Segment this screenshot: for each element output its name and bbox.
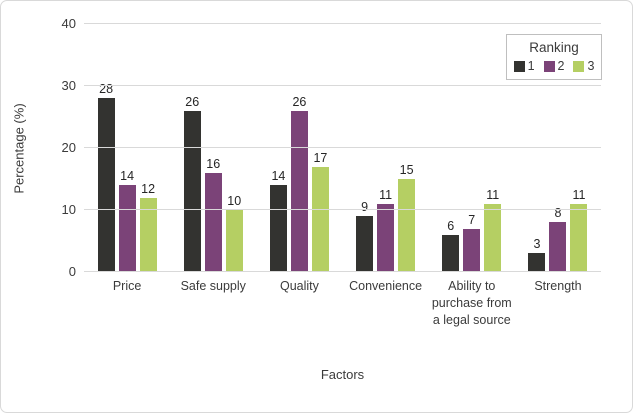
legend-swatch-icon — [573, 60, 585, 72]
bar-cell: 9 — [356, 24, 374, 272]
legend-swatch-icon — [513, 60, 525, 72]
data-label-safe-supply-rank-3: 10 — [227, 194, 242, 208]
bar-safe-supply-rank-3 — [225, 210, 243, 272]
x-category-label-convenience: Convenience — [349, 279, 423, 293]
bar-cell: 14 — [269, 24, 287, 272]
data-label-quality-rank-2: 26 — [292, 94, 307, 109]
legend-title: Ranking — [529, 40, 579, 55]
bar-group-safe-supply: 26 16 10 — [170, 24, 256, 272]
bar-cell: 11 — [484, 24, 502, 272]
bar-strength-rank-3 — [570, 203, 588, 272]
data-label-strength-rank-2: 8 — [554, 206, 562, 221]
gridline-30 — [84, 85, 601, 86]
bar-quality-rank-1 — [269, 185, 287, 272]
bar-cell: 15 — [398, 24, 416, 272]
bar-cell: 14 — [118, 24, 136, 272]
bar-cell: 10 — [225, 24, 243, 272]
bar-ability-to-purchase-from-a-legal-source-rank-1 — [442, 234, 460, 272]
y-tick-label-0: 0 — [68, 264, 76, 279]
bar-ability-to-purchase-from-a-legal-source-rank-2 — [463, 228, 481, 272]
y-tick-label-10: 10 — [61, 202, 76, 217]
bar-ability-to-purchase-from-a-legal-source-rank-3 — [484, 203, 502, 272]
plot-area: 28 14 12 26 16 10 14 26 17 9 11 15 6 7 11 3 8 11 — [84, 23, 601, 272]
bar-cell: 26 — [183, 24, 201, 272]
bar-strength-rank-1 — [528, 253, 546, 272]
gridline-20 — [84, 147, 601, 148]
legend-item-2: 2 — [543, 59, 565, 73]
bar-cell: 6 — [442, 24, 460, 272]
bar-group-strength: 3 8 11 — [515, 24, 601, 272]
gridline-0 — [84, 271, 601, 272]
data-label-quality-rank-3: 17 — [313, 150, 328, 165]
y-tick-label-30: 30 — [61, 78, 76, 93]
legend-swatch-icon — [543, 60, 555, 72]
bar-quality-rank-2 — [290, 110, 308, 272]
bar-cell: 16 — [204, 24, 222, 272]
bar-cell: 8 — [549, 24, 567, 272]
legend-item-label: 3 — [587, 59, 595, 73]
legend-item-1: 1 — [513, 59, 535, 73]
bar-group-quality: 14 26 17 — [256, 24, 342, 272]
data-label-strength-rank-3: 11 — [572, 187, 586, 202]
bar-price-rank-3 — [139, 197, 157, 272]
bar-group-convenience: 9 11 15 — [343, 24, 429, 272]
data-label-safe-supply-rank-2: 16 — [206, 156, 221, 171]
bar-quality-rank-3 — [311, 166, 329, 272]
bar-cell: 28 — [97, 24, 115, 272]
gridline-10 — [84, 209, 601, 210]
bar-strength-rank-2 — [549, 222, 567, 272]
bar-cell: 7 — [463, 24, 481, 272]
gridline-40 — [84, 23, 601, 24]
bar-convenience-rank-2 — [377, 203, 395, 272]
legend-item-label: 1 — [527, 59, 535, 73]
y-tick-label-40: 40 — [61, 16, 76, 31]
legend: Ranking 1 2 3 — [506, 34, 602, 80]
bar-price-rank-2 — [118, 185, 136, 272]
data-label-price-rank-2: 14 — [120, 169, 135, 184]
data-label-strength-rank-1: 3 — [533, 237, 541, 252]
bar-convenience-rank-1 — [356, 216, 374, 272]
bar-convenience-rank-3 — [398, 179, 416, 272]
bar-safe-supply-rank-1 — [183, 110, 201, 272]
data-label-convenience-rank-3: 15 — [399, 163, 414, 177]
x-axis-category-labels: Price Safe supply Quality Convenience Abilit… — [84, 278, 601, 329]
x-category-label-price: Price — [112, 279, 142, 293]
y-tick-label-20: 20 — [61, 140, 76, 155]
x-category-label-quality: Quality — [279, 279, 319, 293]
legend-items: 1 2 3 — [511, 59, 597, 73]
y-axis-title: Percentage (%) — [11, 103, 27, 194]
data-label-convenience-rank-1: 9 — [361, 200, 369, 215]
data-label-convenience-rank-2: 11 — [379, 187, 393, 202]
bar-group-ability-to-purchase-from-a-legal-source: 6 7 11 — [429, 24, 515, 272]
data-label-quality-rank-1: 14 — [271, 169, 286, 184]
bar-group-price: 28 14 12 — [84, 24, 170, 272]
x-axis-title: Factors — [320, 367, 365, 382]
legend-item-3: 3 — [573, 59, 594, 73]
bar-cell: 11 — [570, 24, 588, 272]
bar-cell: 26 — [290, 24, 308, 272]
bar-cell: 12 — [139, 24, 157, 272]
legend-item-label: 2 — [557, 59, 565, 73]
x-category-label-safe-supply: Safe supply — [180, 279, 246, 293]
bar-cell: 11 — [377, 24, 395, 272]
bar-cell: 3 — [528, 24, 546, 272]
bar-cell: 17 — [311, 24, 329, 272]
data-label-ability-to-purchase-from-a-legal-source-rank-1: 6 — [447, 218, 455, 233]
data-label-price-rank-3: 12 — [141, 181, 156, 196]
bar-groups-container: 28 14 12 26 16 10 14 26 17 9 11 15 6 7 11 3 8 11 — [84, 24, 601, 272]
bar-safe-supply-rank-2 — [204, 172, 222, 272]
x-category-label-ability-to-purchase-from-a-legal-source: Ability to purchase from a legal source — [431, 279, 512, 327]
x-category-label-strength: Strength — [534, 279, 582, 293]
data-label-ability-to-purchase-from-a-legal-source-rank-2: 7 — [468, 212, 476, 227]
bar-price-rank-1 — [97, 98, 115, 272]
data-label-safe-supply-rank-1: 26 — [185, 94, 200, 109]
data-label-ability-to-purchase-from-a-legal-source-rank-3: 11 — [486, 187, 500, 202]
